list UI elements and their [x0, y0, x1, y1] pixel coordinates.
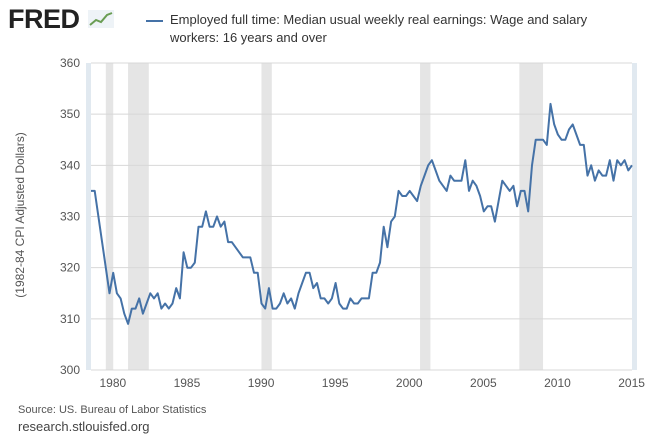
plot-frame-right — [632, 63, 637, 370]
x-tick-label: 2005 — [470, 376, 497, 390]
x-tick-label: 2000 — [396, 376, 423, 390]
logo-graph-icon — [88, 10, 114, 28]
fred-logo: FRED — [8, 4, 80, 34]
x-tick-label: 1990 — [248, 376, 275, 390]
y-tick-label: 300 — [60, 363, 80, 377]
site-link[interactable]: research.stlouisfed.org — [18, 419, 150, 434]
source-note: Source: US. Bureau of Labor Statistics — [18, 404, 207, 416]
x-tick-label: 1995 — [322, 376, 349, 390]
legend-label: Employed full time: Median usual weekly … — [170, 12, 588, 45]
plot-frame-left — [86, 63, 91, 370]
x-tick-label: 1985 — [174, 376, 201, 390]
chart: 300 310 320 330 340 350 360 1980 1985 1990 1995 200… — [60, 56, 645, 390]
y-tick-label: 320 — [60, 261, 80, 275]
y-tick-label: 310 — [60, 312, 80, 326]
x-tick-label: 1980 — [99, 376, 126, 390]
y-tick-label: 330 — [60, 210, 80, 224]
y-tick-label: 360 — [60, 56, 80, 70]
y-tick-label: 340 — [60, 158, 80, 172]
series-line — [91, 102, 633, 325]
x-tick-label: 2010 — [544, 376, 571, 390]
y-tick-label: 350 — [60, 107, 80, 121]
legend-swatch — [146, 20, 163, 22]
x-tick-label: 2015 — [618, 376, 645, 390]
